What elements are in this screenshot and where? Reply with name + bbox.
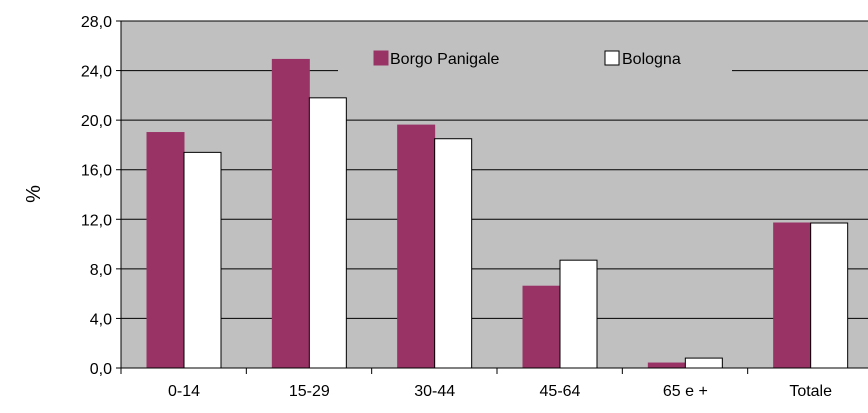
legend: Borgo Panigale Bologna <box>338 42 732 78</box>
y-tick-label: 4,0 <box>90 311 112 328</box>
bar-borgo-panigale <box>522 285 561 369</box>
x-axis: 0-14 15-29 30-44 45-64 65 e + Totale <box>120 367 868 400</box>
legend-swatch-bologna <box>604 50 620 66</box>
bar-borgo-panigale <box>397 124 436 369</box>
y-tick-label: 16,0 <box>81 163 112 180</box>
bar-bologna <box>434 138 473 369</box>
bar-borgo-panigale <box>773 222 812 369</box>
bar-bologna <box>684 357 723 369</box>
bar-borgo-panigale <box>271 58 310 369</box>
bar-bologna <box>559 259 598 369</box>
y-axis-label: % <box>23 185 45 203</box>
y-tick-label: 8,0 <box>90 262 112 279</box>
y-tick-label: 24,0 <box>81 64 112 81</box>
legend-label-bologna: Bologna <box>622 51 681 68</box>
x-tick-label: 30-44 <box>414 383 455 400</box>
bar-borgo-panigale <box>647 362 686 369</box>
y-tick-label: 20,0 <box>81 113 112 130</box>
y-tick-label: 0,0 <box>90 361 112 378</box>
x-tick-label: 0-14 <box>168 383 200 400</box>
y-tick-label: 28,0 <box>81 14 112 31</box>
legend-background <box>338 42 732 78</box>
y-axis: 0,0 4,0 8,0 12,0 16,0 20,0 24,0 28,0 <box>81 14 122 378</box>
bar-borgo-panigale <box>146 132 185 369</box>
x-tick-label: 15-29 <box>289 383 330 400</box>
x-tick-label: 45-64 <box>540 383 581 400</box>
legend-label-borgo-panigale: Borgo Panigale <box>390 51 500 68</box>
bar-bologna <box>183 151 222 369</box>
plot-area <box>121 21 868 368</box>
bar-bologna <box>810 222 849 369</box>
y-tick-label: 12,0 <box>81 212 112 229</box>
x-tick-label: 65 e + <box>663 383 708 400</box>
legend-swatch-borgo-panigale <box>373 50 389 66</box>
bar-bologna <box>308 97 347 369</box>
x-tick-label: Totale <box>789 383 832 400</box>
